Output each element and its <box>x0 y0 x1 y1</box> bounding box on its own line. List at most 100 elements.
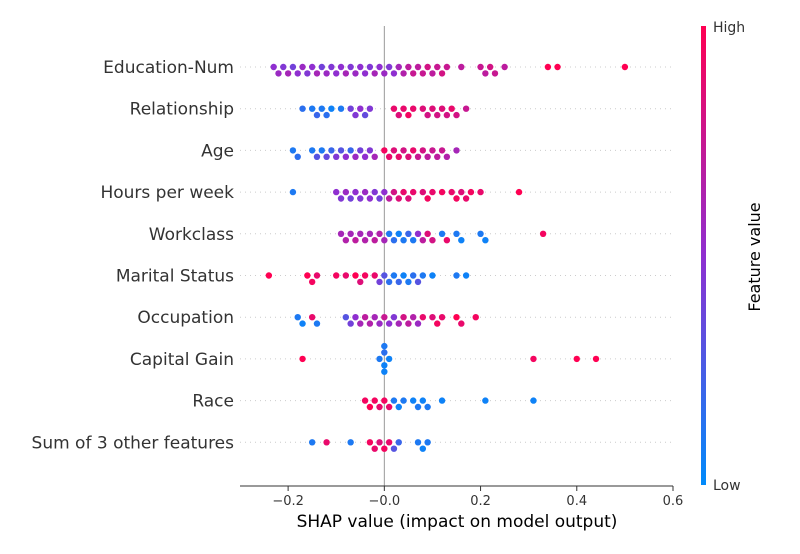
shap-point <box>347 320 354 327</box>
shap-point <box>390 105 398 112</box>
feature-label: Age <box>201 141 234 161</box>
shap-point <box>333 188 340 196</box>
shap-point <box>400 314 407 321</box>
shap-point <box>366 105 374 112</box>
shap-point <box>530 355 537 363</box>
shap-point <box>434 63 441 71</box>
shap-point <box>443 237 451 244</box>
shap-point <box>385 153 393 160</box>
shap-point <box>275 70 282 77</box>
shap-point <box>539 230 547 237</box>
shap-point <box>414 320 422 327</box>
shap-point <box>381 272 388 279</box>
shap-point <box>515 188 523 196</box>
shap-point <box>371 188 378 196</box>
shap-point <box>376 439 383 446</box>
colorbar-gradient <box>701 26 706 485</box>
feature-rows: Education-Num Relationship Age Hours per we… <box>32 58 673 453</box>
shap-point <box>390 314 398 321</box>
shap-point <box>462 272 470 279</box>
feature-label: Occupation <box>137 308 234 328</box>
shap-point <box>385 278 393 286</box>
shap-point <box>419 445 427 452</box>
shap-point <box>381 349 388 356</box>
shap-point <box>308 314 316 321</box>
shap-point <box>323 153 330 160</box>
shap-point <box>448 105 455 112</box>
shap-point <box>308 63 316 71</box>
shap-point <box>313 272 321 279</box>
shap-point <box>405 111 412 119</box>
shap-point <box>357 147 364 154</box>
shap-point <box>434 153 441 160</box>
shap-point <box>419 397 427 404</box>
shap-point <box>385 320 393 327</box>
shap-point <box>395 195 402 202</box>
shap-point <box>371 314 378 321</box>
shap-point <box>438 70 446 77</box>
shap-point <box>337 195 345 202</box>
shap-point <box>419 70 427 77</box>
shap-point <box>376 278 383 286</box>
shap-point <box>299 355 306 363</box>
colorbar-high-label: High <box>713 20 745 36</box>
shap-point <box>371 70 378 77</box>
shap-point <box>429 70 436 77</box>
shap-point <box>405 195 412 202</box>
shap-point <box>308 439 316 446</box>
shap-point <box>361 397 369 404</box>
shap-point <box>438 397 446 404</box>
shap-point <box>289 147 297 154</box>
shap-point <box>304 272 311 279</box>
shap-point <box>443 111 451 119</box>
shap-point <box>419 272 427 279</box>
shap-point <box>352 314 359 321</box>
shap-point <box>400 70 407 77</box>
shap-point <box>337 63 345 71</box>
shap-point <box>352 188 359 196</box>
shap-point <box>414 403 422 411</box>
shap-point <box>472 314 479 321</box>
colorbar-low-label: Low <box>713 478 741 494</box>
shap-point <box>424 403 431 411</box>
shap-point <box>337 147 345 154</box>
shap-point <box>352 272 359 279</box>
shap-point <box>313 320 321 327</box>
shap-point <box>361 153 369 160</box>
shap-point <box>395 320 402 327</box>
shap-point <box>482 237 489 244</box>
shap-point <box>333 70 340 77</box>
shap-point <box>429 188 436 196</box>
shap-point <box>299 320 306 327</box>
feature-label: Sum of 3 other features <box>32 433 235 453</box>
shap-point <box>347 195 354 202</box>
feature-label: Capital Gain <box>130 350 234 370</box>
shap-point <box>294 314 301 321</box>
shap-point <box>390 397 398 404</box>
shap-point <box>453 195 460 202</box>
feature-label: Workclass <box>149 225 234 245</box>
shap-point <box>313 70 321 77</box>
shap-point <box>395 153 402 160</box>
shap-point <box>573 355 580 363</box>
shap-point <box>405 278 412 286</box>
shap-point <box>366 230 374 237</box>
shap-point <box>410 314 417 321</box>
shap-point <box>385 195 393 202</box>
shap-point <box>482 70 489 77</box>
shap-point <box>313 111 321 119</box>
shap-point <box>462 105 470 112</box>
shap-point <box>366 320 374 327</box>
shap-point <box>376 63 383 71</box>
shap-point <box>385 439 393 446</box>
shap-point <box>342 153 350 160</box>
shap-point <box>453 147 460 154</box>
shap-point <box>352 237 359 244</box>
shap-point <box>385 355 393 363</box>
shap-point <box>621 63 629 71</box>
shap-point <box>453 272 460 279</box>
shap-point <box>318 147 325 154</box>
shap-point <box>366 63 374 71</box>
shap-point <box>453 111 460 119</box>
shap-point <box>342 70 350 77</box>
